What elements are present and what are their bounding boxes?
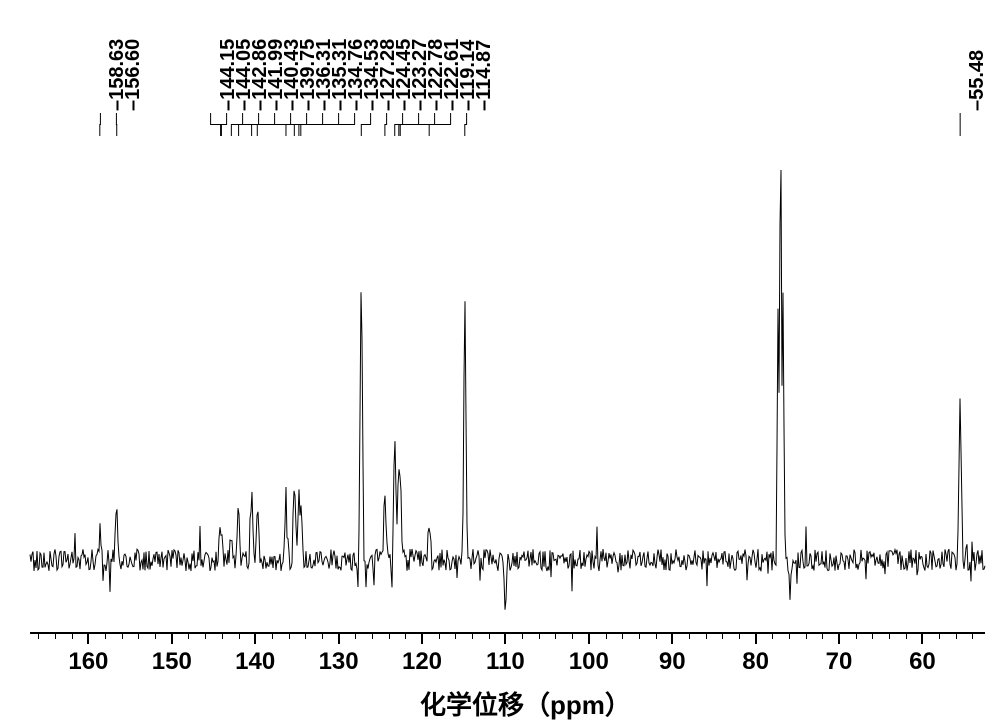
x-tick-minor <box>722 632 723 639</box>
x-tick-minor <box>205 632 206 639</box>
x-tick-minor <box>939 632 940 639</box>
x-tick-minor <box>405 632 406 639</box>
x-tick-major <box>171 632 173 644</box>
x-tick-minor <box>522 632 523 639</box>
x-tick-minor <box>555 632 556 639</box>
x-tick-minor <box>739 632 740 639</box>
x-tick-minor <box>122 632 123 639</box>
nmr-spectrum-chart: –158.63–156.60–144.15–144.05–142.86–141.… <box>0 0 1000 723</box>
peak-label: –55.48 <box>966 50 989 111</box>
x-tick-major <box>755 632 757 644</box>
x-axis-line <box>30 632 985 634</box>
x-tick-label: 80 <box>742 648 769 676</box>
x-tick-minor <box>889 632 890 639</box>
x-tick-minor <box>72 632 73 639</box>
x-tick-minor <box>355 632 356 639</box>
peak-labels-region: –158.63–156.60–144.15–144.05–142.86–141.… <box>0 8 1000 128</box>
x-tick-minor <box>489 632 490 639</box>
x-tick-label: 140 <box>235 648 275 676</box>
x-tick-minor <box>272 632 273 639</box>
x-tick-minor <box>138 632 139 639</box>
x-tick-label: 90 <box>659 648 686 676</box>
x-tick-minor <box>856 632 857 639</box>
x-axis-label: 化学位移（ppm） <box>420 685 631 722</box>
x-tick-minor <box>956 632 957 639</box>
x-tick-minor <box>322 632 323 639</box>
x-tick-major <box>921 632 923 644</box>
x-tick-minor <box>622 632 623 639</box>
x-tick-major <box>338 632 340 644</box>
x-tick-label: 110 <box>486 648 525 676</box>
x-tick-major <box>504 632 506 644</box>
x-tick-major <box>838 632 840 644</box>
x-tick-label: 120 <box>402 648 442 676</box>
x-tick-minor <box>289 632 290 639</box>
x-tick-minor <box>455 632 456 639</box>
x-tick-minor <box>389 632 390 639</box>
x-tick-major <box>87 632 89 644</box>
x-tick-major <box>671 632 673 644</box>
x-tick-minor <box>222 632 223 639</box>
x-tick-minor <box>706 632 707 639</box>
x-tick-minor <box>239 632 240 639</box>
x-tick-major <box>588 632 590 644</box>
x-tick-minor <box>38 632 39 639</box>
x-tick-minor <box>906 632 907 639</box>
x-tick-minor <box>689 632 690 639</box>
x-tick-minor <box>105 632 106 639</box>
x-tick-minor <box>822 632 823 639</box>
x-tick-label: 160 <box>68 648 108 676</box>
x-tick-minor <box>439 632 440 639</box>
x-tick-major <box>421 632 423 644</box>
x-tick-label: 100 <box>569 648 609 676</box>
x-tick-minor <box>539 632 540 639</box>
x-tick-minor <box>155 632 156 639</box>
x-tick-label: 60 <box>909 648 936 676</box>
spectrum-trace <box>30 170 985 610</box>
x-tick-minor <box>806 632 807 639</box>
peak-label-ticks <box>0 8 1000 138</box>
x-tick-label: 130 <box>319 648 359 676</box>
peak-label: –114.87 <box>473 40 496 111</box>
x-tick-minor <box>472 632 473 639</box>
x-tick-minor <box>872 632 873 639</box>
x-tick-minor <box>372 632 373 639</box>
x-tick-minor <box>55 632 56 639</box>
x-tick-minor <box>656 632 657 639</box>
peak-label: –156.60 <box>122 39 145 111</box>
x-tick-major <box>254 632 256 644</box>
spectrum-plot <box>0 130 1000 610</box>
x-tick-minor <box>305 632 306 639</box>
x-tick-minor <box>972 632 973 639</box>
x-tick-minor <box>639 632 640 639</box>
x-tick-minor <box>572 632 573 639</box>
x-tick-minor <box>789 632 790 639</box>
x-tick-minor <box>772 632 773 639</box>
x-tick-minor <box>188 632 189 639</box>
x-tick-minor <box>606 632 607 639</box>
x-tick-label: 70 <box>826 648 853 676</box>
x-tick-label: 150 <box>152 648 192 676</box>
